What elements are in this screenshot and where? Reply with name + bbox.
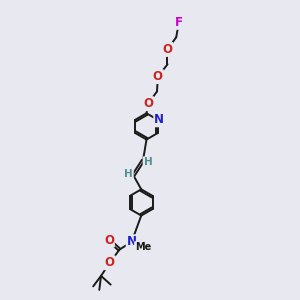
Text: H: H	[143, 157, 152, 167]
Text: O: O	[153, 70, 163, 83]
Text: N: N	[154, 113, 164, 126]
Text: O: O	[163, 43, 172, 56]
Text: N: N	[127, 235, 136, 248]
Text: O: O	[143, 97, 153, 110]
Text: O: O	[104, 233, 114, 247]
Text: O: O	[105, 256, 115, 269]
Text: F: F	[175, 16, 183, 29]
Text: Me: Me	[135, 242, 151, 252]
Text: H: H	[124, 169, 133, 178]
